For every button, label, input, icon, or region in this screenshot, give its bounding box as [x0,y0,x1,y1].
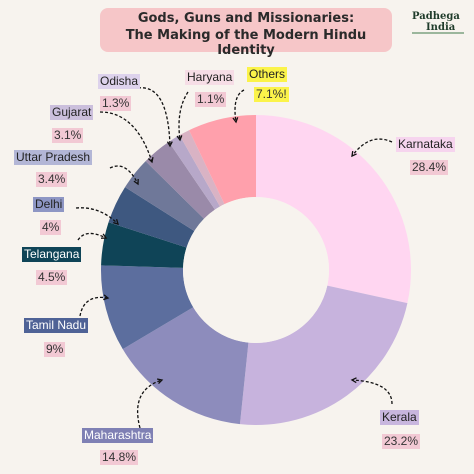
arrowhead-karnataka [351,150,357,158]
slice-odisha [168,135,220,210]
arrow-uttar-pradesh [109,165,139,185]
arrowhead-kerala [350,377,357,384]
slice-haryana [179,130,225,207]
slice-karnataka [256,115,411,304]
arrowhead-maharashtra [156,378,164,385]
value-odisha: 1.3% [100,96,132,111]
donut-hole [183,197,329,343]
slice-maharashtra [122,307,249,425]
label-uttar-pradesh: Uttar Pradesh [14,150,93,165]
value-telangana: 4.5% [36,270,68,285]
logo-line2: India [426,22,456,33]
value-maharashtra: 14.8% [100,450,139,465]
slice-telangana [101,222,187,268]
arrow-maharashtra [136,379,163,429]
arrowhead-others [232,117,239,124]
label-odisha: Odisha [98,74,141,89]
arrowhead-telangana [100,233,108,239]
chart-title-line2: The Making of the Modern Hindu Identity [125,28,367,58]
slice-tamil-nadu [101,265,194,350]
arrowhead-tamil-nadu [103,294,110,301]
label-karnataka: Karnataka [396,137,455,152]
arrow-delhi [75,207,119,225]
value-others: 7.1%! [254,87,289,102]
arrow-odisha [137,87,171,147]
value-delhi: 4% [40,220,62,235]
padhega-india-logo: Padhega India [410,8,466,40]
arrowhead-uttar-pradesh [133,178,139,186]
slice-delhi [108,187,195,248]
value-tamil-nadu: 9% [44,342,66,357]
slice-kerala [239,285,408,425]
label-haryana: Haryana [185,70,235,85]
value-karnataka: 28.4% [410,160,449,175]
arrowhead-haryana [176,135,183,142]
arrow-tamil-nadu [79,296,109,317]
label-delhi: Delhi [33,197,65,212]
slice-others [189,115,256,205]
arrow-others [234,89,245,123]
chart-title-line1: Gods, Guns and Missionaries: [137,11,355,26]
title-banner [100,8,392,52]
value-haryana: 1.1% [195,92,227,107]
logo-underline [412,32,464,34]
arrowhead-odisha [166,141,173,148]
label-gujarat: Gujarat [50,105,94,120]
label-tamil-nadu: Tamil Nadu [24,318,89,333]
arrowhead-gujarat [147,156,154,164]
slice-uttar-pradesh [125,161,205,231]
arrow-karnataka [351,138,393,157]
value-kerala: 23.2% [382,434,421,449]
value-uttar-pradesh: 3.4% [36,172,68,187]
label-kerala: Kerala [380,410,419,425]
label-others: Others [247,67,288,82]
slice-gujarat [145,141,215,219]
label-telangana: Telangana [22,247,82,262]
logo-line1: Padhega [412,11,460,22]
value-gujarat: 3.1% [52,128,84,143]
arrow-telangana [77,232,107,241]
arrow-haryana [178,91,189,141]
arrowhead-delhi [113,219,119,225]
arrow-kerala [351,379,393,405]
arrow-gujarat [99,111,153,163]
label-maharashtra: Maharashtra [82,428,154,443]
